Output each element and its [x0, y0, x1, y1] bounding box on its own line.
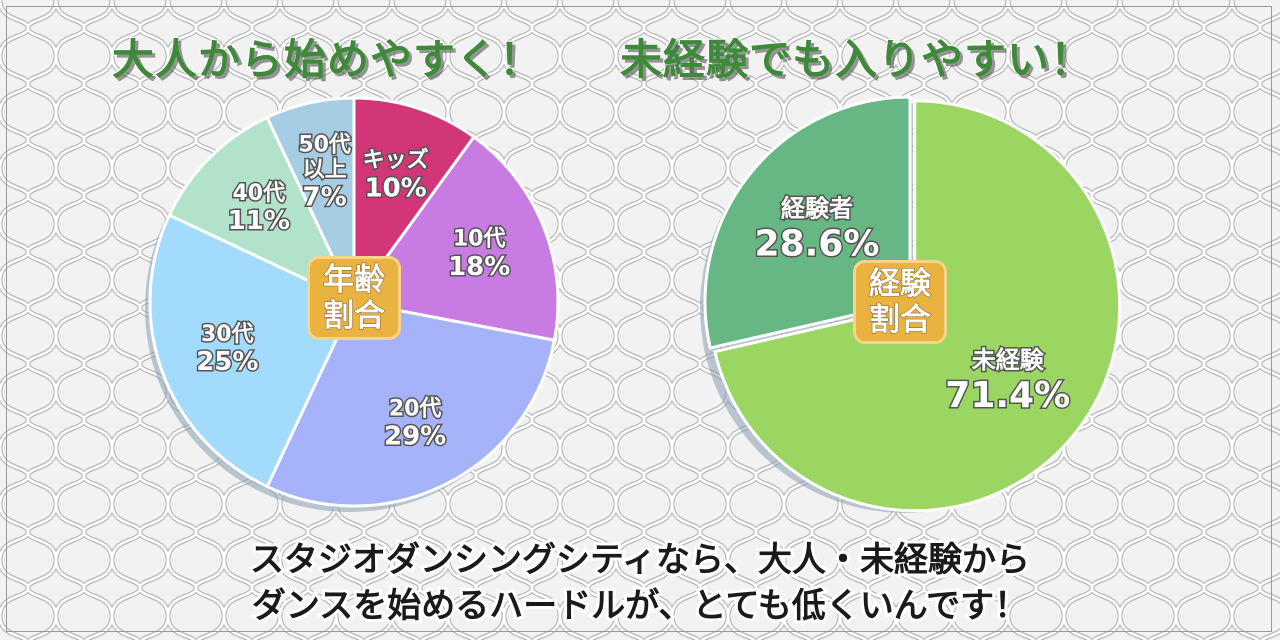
slice-label-50s-plus-name: 50代 — [298, 132, 351, 157]
age-badge-line2: 割合 — [323, 298, 386, 335]
pie-slice-50s-plus — [265, 96, 356, 304]
slice-label-experienced-name: 経験者 — [781, 194, 853, 222]
experience-badge-line1: 経験 — [869, 266, 932, 303]
slice-label-40s-name: 40代 — [232, 181, 285, 206]
pie-slice-20s — [265, 300, 556, 508]
slice-label-30s-value: 25% — [196, 347, 258, 377]
experience-badge-line2: 割合 — [869, 302, 932, 339]
headline-right: 未経験でも入りやすい！ — [619, 34, 1094, 85]
slice-label-10s-name: 10代 — [453, 227, 506, 252]
age-badge-line1: 年齢 — [323, 262, 386, 299]
slice-label-40s-value: 11% — [228, 206, 290, 236]
pie-slice-30s — [148, 213, 356, 489]
pie-slice-10s — [352, 135, 560, 342]
slice-label-50s-plus-name: 以上 — [303, 158, 347, 183]
pie-slice-40s — [167, 115, 356, 304]
age-center-badge: 年齢 割合 — [307, 256, 401, 340]
pie-slice-kids — [352, 96, 476, 304]
experience-center-badge: 経験 割合 — [853, 260, 947, 344]
slice-label-20s-value: 29% — [384, 421, 446, 451]
slice-label-20s-name: 20代 — [389, 396, 442, 421]
slice-label-30s-name: 30代 — [201, 322, 254, 347]
slice-label-experienced-value: 28.6% — [755, 223, 880, 264]
slice-label-inexperienced-value: 71.4% — [945, 375, 1070, 416]
slice-label-50s-plus-value: 7% — [303, 183, 347, 213]
slice-label-kids-name: キッズ — [363, 147, 429, 173]
headline-left: 大人から始めやすく！ — [111, 34, 543, 85]
bottom-message-line1: スタジオダンシングシティなら、大人・未経験から — [247, 537, 1033, 583]
bottom-message-line2: ダンスを始めるハードルが、とても低くいんです！ — [249, 583, 1031, 629]
slice-label-kids-value: 10% — [364, 173, 426, 203]
slice-label-inexperienced-name: 未経験 — [972, 346, 1045, 374]
slice-label-10s-value: 18% — [448, 252, 510, 282]
